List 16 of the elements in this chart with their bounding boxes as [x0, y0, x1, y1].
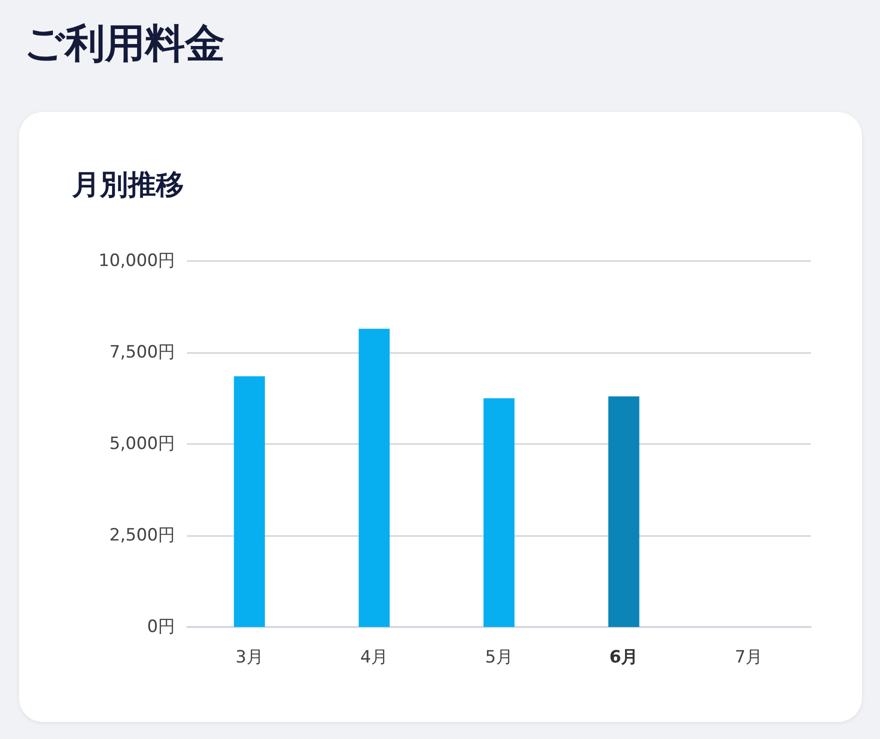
- x-tick-label: 4月: [360, 648, 388, 668]
- x-tick-label: 5月: [485, 648, 513, 668]
- y-tick-label: 5,000円: [109, 434, 175, 454]
- y-tick-label: 7,500円: [109, 342, 175, 362]
- bar: [484, 398, 514, 627]
- bar: [608, 396, 640, 627]
- x-tick-label: 6月: [609, 648, 638, 668]
- x-tick-label: 3月: [235, 648, 264, 668]
- y-tick-label: 10,000円: [98, 251, 175, 271]
- y-tick-label: 0円: [147, 617, 175, 637]
- chart-subtitle: 月別推移: [72, 167, 184, 203]
- bar: [234, 376, 265, 627]
- bar: [358, 328, 390, 627]
- chart-title: ご利用料金: [24, 20, 225, 69]
- y-tick-label: 2,500円: [109, 526, 175, 546]
- x-tick-label: 7月: [734, 648, 763, 668]
